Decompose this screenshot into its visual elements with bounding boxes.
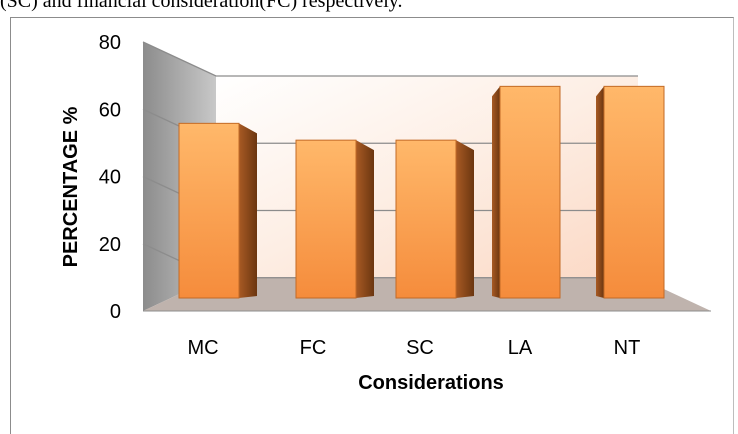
bar-front xyxy=(395,139,457,299)
bar-mc xyxy=(178,122,257,299)
x-tick-label: FC xyxy=(300,337,327,359)
x-tick-label: MC xyxy=(187,337,218,359)
bar-sc xyxy=(395,139,474,299)
y-tick-label: 60 xyxy=(99,99,121,121)
y-tick-label: 80 xyxy=(99,32,121,54)
y-axis-title: PERCENTAGE % xyxy=(60,106,82,267)
bar-side xyxy=(492,86,500,298)
x-tick-label: LA xyxy=(508,337,533,359)
x-tick-label: NT xyxy=(614,337,641,359)
gridline xyxy=(142,41,638,77)
bar-front xyxy=(178,122,240,299)
bar-fc xyxy=(295,139,374,299)
bar-side xyxy=(356,140,374,298)
x-tick-label: SC xyxy=(406,337,434,359)
y-tick-label: 40 xyxy=(99,167,121,189)
bar-side xyxy=(456,140,474,298)
bar-front xyxy=(499,85,561,299)
bar-front xyxy=(603,85,665,299)
bar-la xyxy=(492,85,561,299)
caption-text: (SC) and financial consideration(FC) res… xyxy=(0,0,403,12)
chart-frame xyxy=(10,17,734,434)
y-tick-label: 0 xyxy=(110,301,121,323)
x-axis-title: Considerations xyxy=(358,372,504,394)
bar-nt xyxy=(596,85,665,299)
y-tick-label: 20 xyxy=(99,234,121,256)
bar-side xyxy=(239,123,257,299)
bar-front xyxy=(295,139,357,299)
bar-side xyxy=(596,86,604,298)
